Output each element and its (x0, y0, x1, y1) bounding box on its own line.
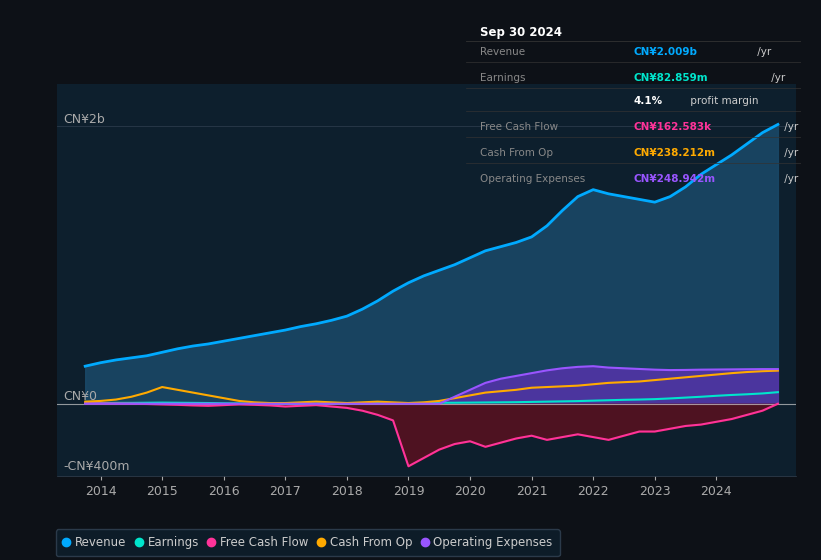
Text: CN¥162.583k: CN¥162.583k (634, 122, 712, 132)
Text: CN¥2.009b: CN¥2.009b (634, 47, 698, 57)
Text: CN¥0: CN¥0 (64, 390, 98, 403)
Text: /yr: /yr (782, 122, 799, 132)
Text: CN¥82.859m: CN¥82.859m (634, 73, 709, 83)
Text: CN¥248.942m: CN¥248.942m (634, 174, 716, 184)
Text: Sep 30 2024: Sep 30 2024 (479, 26, 562, 39)
Text: Free Cash Flow: Free Cash Flow (479, 122, 557, 132)
Text: /yr: /yr (754, 47, 772, 57)
Text: Earnings: Earnings (479, 73, 525, 83)
Text: CN¥238.212m: CN¥238.212m (634, 148, 716, 158)
Text: -CN¥400m: -CN¥400m (64, 460, 130, 473)
Text: Operating Expenses: Operating Expenses (479, 174, 585, 184)
Text: /yr: /yr (768, 73, 785, 83)
Text: profit margin: profit margin (687, 96, 759, 106)
Text: 4.1%: 4.1% (634, 96, 663, 106)
Text: /yr: /yr (782, 174, 799, 184)
Text: Revenue: Revenue (479, 47, 525, 57)
Text: /yr: /yr (782, 148, 799, 158)
Text: Cash From Op: Cash From Op (479, 148, 553, 158)
Text: CN¥2b: CN¥2b (64, 113, 105, 125)
Legend: Revenue, Earnings, Free Cash Flow, Cash From Op, Operating Expenses: Revenue, Earnings, Free Cash Flow, Cash … (56, 529, 560, 556)
